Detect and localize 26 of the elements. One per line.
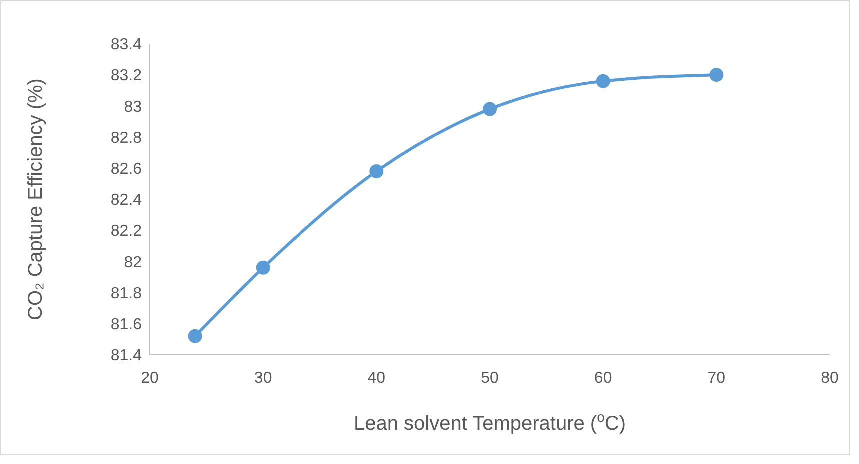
y-tick-label: 83.2 <box>110 68 142 85</box>
y-tick-label: 81.6 <box>110 316 142 334</box>
point <box>483 102 497 116</box>
x-tick-label: 30 <box>254 370 272 387</box>
x-tick-label: 40 <box>368 370 386 387</box>
point <box>710 68 724 82</box>
x-tick-label: 70 <box>708 370 726 387</box>
point <box>370 164 384 179</box>
y-tick-label: 81.4 <box>110 348 142 365</box>
x-tick-label: 80 <box>821 370 839 387</box>
y-tick-label: 83.4 <box>110 36 142 54</box>
y-tick-label: 82.4 <box>110 192 142 210</box>
point <box>256 260 270 275</box>
y-tick-label: 81.8 <box>110 285 142 302</box>
y-tick-label: 82.6 <box>110 161 142 178</box>
y-tick-label: 82 <box>124 254 142 272</box>
y-tick-label: 82.8 <box>110 130 142 147</box>
x-tick-label: 20 <box>141 370 159 387</box>
point <box>188 329 202 344</box>
x-tick-label: 50 <box>481 370 499 387</box>
y-tick-label: 83 <box>124 98 142 116</box>
y-tick-label: 82.2 <box>110 223 142 240</box>
point <box>596 74 610 88</box>
x-axis-title: Lean solvent Temperature ($^{o}$C) <box>354 409 626 435</box>
y-axis-title: CO₂ Capture Efficiency (%) <box>25 78 47 320</box>
x-tick-label: 60 <box>594 370 612 387</box>
